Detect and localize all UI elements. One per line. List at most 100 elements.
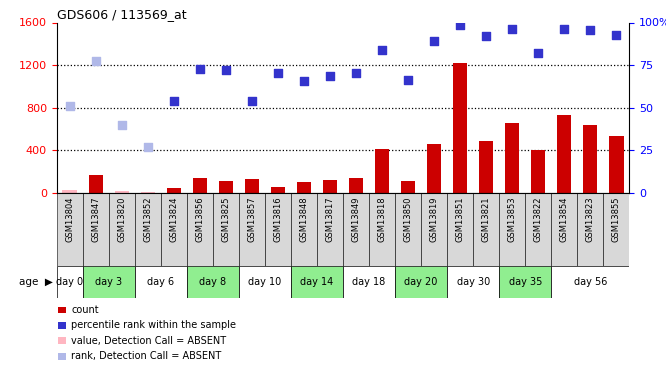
Text: GSM13818: GSM13818 xyxy=(378,196,386,242)
Text: day 3: day 3 xyxy=(95,277,123,287)
Text: day 8: day 8 xyxy=(199,277,226,287)
Bar xyxy=(265,193,291,266)
Bar xyxy=(577,193,603,266)
Bar xyxy=(343,193,369,266)
Bar xyxy=(186,266,239,298)
Text: GSM13820: GSM13820 xyxy=(117,196,126,242)
Bar xyxy=(479,141,494,193)
Bar xyxy=(141,192,155,193)
Bar xyxy=(218,182,233,193)
Bar xyxy=(317,193,343,266)
Bar xyxy=(473,193,500,266)
Bar xyxy=(343,266,395,298)
Text: age  ▶: age ▶ xyxy=(19,277,53,287)
Point xyxy=(298,78,309,84)
Bar xyxy=(500,193,525,266)
Point xyxy=(143,144,153,150)
Bar xyxy=(291,266,343,298)
Bar xyxy=(551,193,577,266)
Text: value, Detection Call = ABSENT: value, Detection Call = ABSENT xyxy=(71,336,226,346)
Text: GSM13855: GSM13855 xyxy=(612,196,621,242)
Text: GSM13821: GSM13821 xyxy=(482,196,491,242)
Point xyxy=(168,98,179,104)
Text: GSM13816: GSM13816 xyxy=(274,196,282,242)
Text: day 10: day 10 xyxy=(248,277,282,287)
Point xyxy=(194,66,205,72)
Point xyxy=(403,77,414,83)
Bar xyxy=(557,115,571,193)
Bar xyxy=(453,63,468,193)
Point xyxy=(91,58,101,64)
Bar xyxy=(395,266,447,298)
Point xyxy=(246,98,257,104)
Point xyxy=(507,26,517,32)
Text: day 14: day 14 xyxy=(300,277,334,287)
Point xyxy=(559,26,569,32)
Bar xyxy=(297,183,311,193)
Point xyxy=(377,47,388,53)
Text: GSM13848: GSM13848 xyxy=(300,196,308,242)
Bar xyxy=(57,193,83,266)
Point xyxy=(585,27,595,33)
Text: rank, Detection Call = ABSENT: rank, Detection Call = ABSENT xyxy=(71,351,222,361)
Bar xyxy=(447,193,473,266)
Text: GSM13852: GSM13852 xyxy=(143,196,153,242)
Bar xyxy=(161,193,186,266)
Bar xyxy=(115,191,129,193)
Text: GSM13817: GSM13817 xyxy=(326,196,334,242)
Text: day 18: day 18 xyxy=(352,277,386,287)
Bar xyxy=(83,266,135,298)
Bar xyxy=(447,266,500,298)
Text: GSM13823: GSM13823 xyxy=(586,196,595,242)
Text: GSM13853: GSM13853 xyxy=(507,196,517,242)
Bar xyxy=(109,193,135,266)
Bar xyxy=(427,144,442,193)
Bar xyxy=(89,175,103,193)
Text: day 20: day 20 xyxy=(404,277,438,287)
Text: GSM13857: GSM13857 xyxy=(247,196,256,242)
Bar xyxy=(192,178,207,193)
Text: GSM13825: GSM13825 xyxy=(221,196,230,242)
Point xyxy=(533,50,543,56)
Bar xyxy=(609,135,623,193)
Bar xyxy=(83,193,109,266)
Bar xyxy=(395,193,421,266)
Bar xyxy=(421,193,447,266)
Bar xyxy=(323,180,337,193)
Text: GSM13854: GSM13854 xyxy=(560,196,569,242)
Bar xyxy=(505,123,519,193)
Text: GSM13819: GSM13819 xyxy=(430,196,439,242)
Point xyxy=(351,70,362,76)
Bar xyxy=(57,266,83,298)
Bar xyxy=(135,193,161,266)
Bar xyxy=(186,193,213,266)
Point xyxy=(117,122,127,128)
Text: GDS606 / 113569_at: GDS606 / 113569_at xyxy=(57,8,186,21)
Text: GSM13849: GSM13849 xyxy=(352,196,360,242)
Text: GSM13824: GSM13824 xyxy=(169,196,178,242)
Bar xyxy=(244,179,259,193)
Point xyxy=(65,103,75,109)
Point xyxy=(455,22,466,28)
Bar xyxy=(603,193,629,266)
Point xyxy=(429,38,440,44)
Point xyxy=(324,73,335,79)
Bar xyxy=(291,193,317,266)
Bar xyxy=(239,193,265,266)
Bar xyxy=(239,266,291,298)
Text: day 6: day 6 xyxy=(147,277,174,287)
Point xyxy=(611,32,621,38)
Bar xyxy=(531,150,545,193)
Bar xyxy=(375,149,389,193)
Text: day 0: day 0 xyxy=(56,277,83,287)
Text: day 56: day 56 xyxy=(573,277,607,287)
Bar xyxy=(583,125,597,193)
Text: percentile rank within the sample: percentile rank within the sample xyxy=(71,320,236,330)
Bar xyxy=(213,193,239,266)
Bar xyxy=(500,266,551,298)
Point xyxy=(481,33,492,39)
Bar xyxy=(401,181,415,193)
Text: GSM13850: GSM13850 xyxy=(404,196,412,242)
Point xyxy=(272,70,283,76)
Text: GSM13851: GSM13851 xyxy=(456,196,465,242)
